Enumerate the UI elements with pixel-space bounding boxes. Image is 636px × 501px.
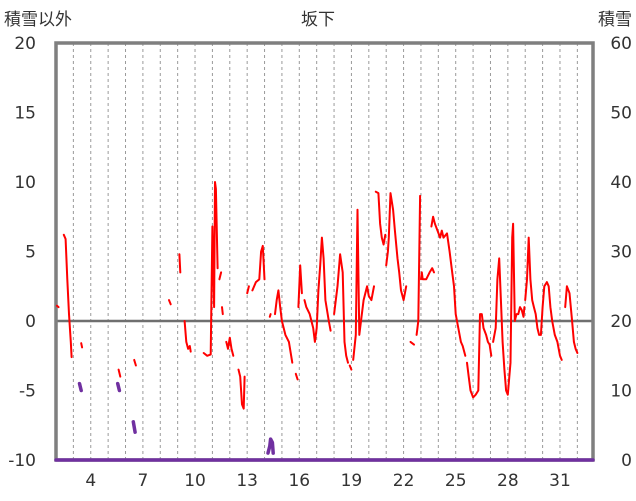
series-1-segment: [251, 244, 266, 292]
right-tick-label: 0: [621, 451, 632, 471]
right-tick-label: 60: [610, 34, 632, 54]
left-axis-label: 積雪以外: [4, 10, 72, 30]
right-tick-label: 10: [610, 382, 632, 402]
right-tick-label: 30: [610, 243, 632, 263]
series-2-segment: [131, 420, 137, 434]
series-1-segment: [62, 233, 73, 359]
series-1-segment: [333, 253, 349, 364]
x-tick-label: 25: [445, 471, 467, 491]
vertical-gridlines: [55, 43, 578, 460]
series-1-segment: [564, 285, 579, 354]
x-tick-label: 22: [393, 471, 415, 491]
x-tick-label: 13: [236, 471, 258, 491]
series-1-segment: [117, 368, 122, 378]
series-1-segment: [352, 208, 375, 361]
series-1-segment: [246, 285, 250, 295]
x-tick-label: 4: [85, 471, 96, 491]
series-1-segment: [183, 320, 192, 353]
series-1-segment: [168, 299, 172, 306]
series-2-segment: [77, 381, 83, 393]
left-tick-label: 0: [25, 312, 36, 332]
series-1-segment: [430, 215, 467, 357]
right-tick-label: 40: [610, 173, 632, 193]
series-1-segment: [294, 372, 299, 381]
series-1-segment: [348, 364, 353, 371]
series-1-segment: [374, 190, 387, 246]
right-tick-label: 20: [610, 312, 632, 332]
right-axis-label: 積雪: [598, 10, 632, 30]
x-tick-label: 16: [288, 471, 310, 491]
x-tick-label: 31: [549, 471, 571, 491]
series-1-segment: [274, 289, 294, 364]
series-1-segment: [268, 313, 272, 318]
right-tick-label: 50: [610, 104, 632, 124]
left-tick-label: 15: [14, 104, 36, 124]
chart-title: 坂下: [301, 10, 335, 30]
series-2-segment: [115, 381, 122, 393]
series-1-segment: [225, 336, 235, 357]
left-tick-label: 20: [14, 34, 36, 54]
right-axis-ticks: 60 50 40 30 20 10 0: [610, 34, 632, 471]
series-1-segment: [237, 368, 246, 410]
series-1-segment: [409, 340, 415, 346]
series-1-segment: [385, 192, 408, 302]
series-1-segment: [178, 253, 182, 274]
series-1-segment: [80, 342, 84, 349]
series-2: [54, 381, 595, 462]
x-tick-label: 10: [184, 471, 206, 491]
x-tick-label: 28: [497, 471, 519, 491]
series-1-segment: [466, 313, 493, 399]
series-1-segment: [202, 181, 219, 357]
x-tick-label: 19: [341, 471, 363, 491]
left-tick-label: -10: [8, 451, 36, 471]
series-1-segment: [524, 236, 563, 361]
series-1-segment: [420, 267, 435, 281]
series-group: [54, 181, 595, 462]
series-1: [55, 181, 579, 410]
x-tick-label: 7: [137, 471, 148, 491]
series-1-segment: [218, 271, 223, 281]
series-2-segment: [266, 437, 275, 455]
series-1-segment: [415, 194, 422, 336]
series-1-segment: [55, 304, 60, 309]
x-axis-ticks: 4 7 10 13 16 19 22 25 28 31: [85, 471, 570, 491]
series-1-segment: [221, 306, 224, 316]
series-1-segment: [303, 236, 332, 343]
series-1-segment: [492, 222, 526, 396]
left-axis-ticks: 20 15 10 5 0 -5 -10: [8, 34, 36, 471]
series-1-segment: [297, 264, 303, 309]
left-tick-label: 10: [14, 173, 36, 193]
left-tick-label: -5: [19, 382, 36, 402]
series-1-segment: [133, 358, 137, 367]
left-tick-label: 5: [25, 243, 36, 263]
